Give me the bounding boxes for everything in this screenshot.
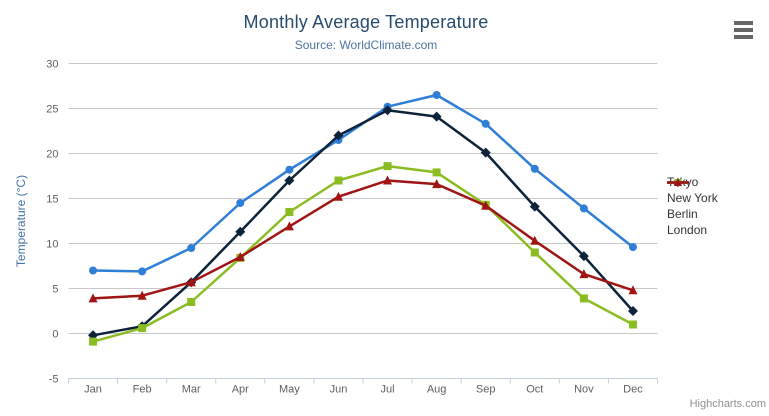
data-point[interactable] (334, 176, 343, 185)
x-tick-label: Sep (476, 384, 496, 396)
data-point[interactable] (235, 226, 246, 237)
data-point[interactable] (432, 91, 441, 99)
series-line[interactable] (92, 164, 634, 343)
data-point[interactable] (628, 320, 637, 329)
hamburger-icon (734, 35, 753, 39)
data-point[interactable] (235, 252, 245, 261)
data-point[interactable] (383, 175, 393, 185)
y-tick-label: 30 (46, 59, 58, 71)
export-menu-button[interactable] (734, 21, 753, 40)
data-point[interactable] (383, 162, 392, 171)
data-point[interactable] (578, 251, 589, 262)
data-point[interactable] (432, 168, 441, 177)
series-new-york (88, 105, 638, 341)
y-tick-label: -5 (49, 374, 59, 386)
data-point[interactable] (236, 199, 245, 207)
hamburger-icon (734, 21, 753, 25)
gridlines: -5 0 5 10 15 20 25 30 (46, 59, 658, 386)
y-tick-label: 25 (46, 104, 58, 116)
legend-label: New York (667, 191, 718, 205)
x-axis: Jan Feb Mar Apr May Jun Jul Aug Sep Oct Nov Dec (68, 378, 658, 396)
x-tick-label: Jun (330, 384, 348, 396)
x-tick-label: Jan (84, 384, 102, 396)
data-point[interactable] (480, 147, 491, 158)
data-point[interactable] (333, 130, 344, 141)
x-tick-label: Dec (623, 384, 643, 396)
data-point[interactable] (481, 200, 491, 210)
data-point[interactable] (529, 201, 540, 212)
legend-label: London (667, 223, 708, 237)
data-point[interactable] (530, 248, 539, 257)
x-tick-label: Oct (526, 384, 543, 396)
legend-item-berlin[interactable]: Berlin (667, 179, 718, 221)
legend-symbol-triangle (667, 178, 689, 186)
y-tick-label: 0 (52, 329, 58, 341)
y-tick-label: 5 (52, 284, 58, 296)
legend-item-london[interactable]: London (667, 178, 718, 237)
data-point[interactable] (285, 165, 294, 174)
series-london (88, 175, 638, 303)
series-line[interactable] (93, 93, 634, 273)
y-tick-label: 10 (46, 239, 58, 251)
data-point[interactable] (285, 208, 294, 216)
x-tick-label: Aug (427, 384, 447, 396)
data-point[interactable] (579, 269, 589, 279)
data-point[interactable] (674, 178, 682, 186)
series-tokyo (89, 91, 637, 276)
data-point[interactable] (382, 105, 393, 116)
data-point[interactable] (138, 324, 147, 333)
hamburger-icon (734, 28, 753, 32)
data-point[interactable] (432, 179, 442, 189)
data-point[interactable] (481, 119, 490, 128)
data-point[interactable] (627, 306, 638, 316)
data-point[interactable] (284, 221, 294, 231)
data-point[interactable] (333, 191, 343, 201)
data-point[interactable] (186, 277, 196, 287)
credits-link[interactable]: Highcharts.com (689, 398, 766, 410)
data-point[interactable] (89, 266, 98, 275)
series-line[interactable] (92, 109, 634, 337)
y-tick-label: 15 (46, 194, 58, 206)
data-point[interactable] (530, 235, 540, 245)
x-tick-label: Apr (232, 384, 249, 396)
data-point[interactable] (187, 298, 196, 306)
data-point[interactable] (431, 111, 442, 122)
data-point[interactable] (89, 337, 98, 346)
x-tick-label: Mar (182, 384, 201, 396)
data-point[interactable] (628, 243, 637, 252)
data-point[interactable] (137, 290, 147, 300)
data-point[interactable] (579, 294, 588, 303)
y-axis-title: Temperature (°C) (14, 175, 28, 267)
y-tick-label: 20 (46, 149, 58, 161)
data-point[interactable] (88, 293, 98, 303)
x-tick-label: May (279, 384, 300, 396)
data-point[interactable] (628, 285, 638, 295)
data-point[interactable] (187, 244, 196, 252)
x-tick-label: Jul (381, 384, 395, 396)
data-point[interactable] (530, 164, 539, 173)
legend-item-new-york[interactable]: New York (667, 178, 718, 205)
legend-label: Berlin (667, 207, 698, 221)
x-tick-label: Feb (133, 384, 152, 396)
data-point[interactable] (138, 267, 147, 276)
data-point[interactable] (579, 204, 588, 213)
series-line[interactable] (92, 179, 634, 300)
data-point[interactable] (284, 175, 295, 186)
x-tick-label: Nov (574, 384, 594, 396)
